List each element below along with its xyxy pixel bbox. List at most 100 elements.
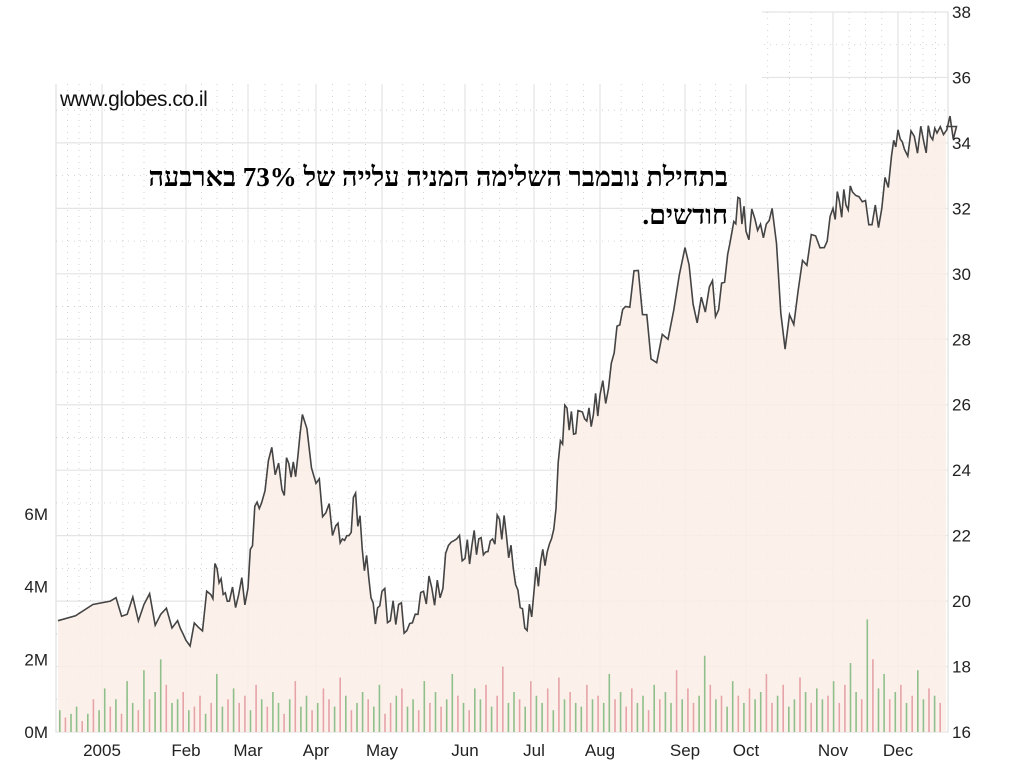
volume-bar (737, 695, 740, 732)
y-volume-tick-label: 4M (24, 578, 48, 597)
volume-bar (692, 702, 695, 732)
volume-bar (754, 699, 756, 732)
y-price-tick-label: 24 (952, 461, 971, 480)
volume-bar (210, 702, 212, 732)
volume-bar (709, 684, 712, 732)
volume-bar (726, 706, 728, 732)
volume-bar (569, 692, 571, 732)
volume-bar (530, 681, 532, 732)
volume-bar (137, 710, 140, 732)
chart-annotation: בתחילת נובמבר השלימה המניה עלייה של 73% … (148, 162, 728, 230)
volume-bar (176, 699, 179, 732)
volume-bar (272, 692, 274, 732)
volume-bar (675, 670, 678, 732)
volume-bar (216, 673, 218, 732)
volume-bar (933, 695, 936, 732)
volume-bar (659, 699, 661, 732)
volume-bar (131, 702, 134, 732)
volume-bar (664, 692, 667, 732)
x-tick-label: 2005 (83, 741, 121, 760)
volume-bar (333, 706, 336, 732)
volume-bar (98, 710, 100, 732)
volume-bar (440, 706, 442, 732)
volume-bar (361, 692, 364, 732)
volume-bar (339, 677, 341, 732)
volume-bar (827, 695, 829, 732)
chart-axes: 16 18 20 22 24 26 28 30 32 34 36 38 0M 2M 4M 6M 2005 Feb M… (24, 3, 971, 760)
source-watermark: www.globes.co.il (60, 88, 208, 111)
volume-bar (866, 619, 869, 732)
volume-bar (406, 706, 409, 732)
y-price-tick-label: 30 (952, 265, 971, 284)
blank-header-panel (52, 0, 762, 84)
volume-bar (905, 702, 908, 732)
volume-bar (614, 699, 616, 732)
volume-bar (474, 688, 476, 732)
volume-bar (776, 695, 779, 732)
y-price-tick-label: 22 (952, 527, 971, 546)
volume-bar (838, 702, 841, 732)
volume-bar (305, 695, 308, 732)
x-tick-label: Dec (883, 741, 914, 760)
volume-bar (720, 695, 723, 732)
volume-bar (148, 699, 151, 732)
volume-bar (423, 681, 426, 732)
x-tick-label: May (366, 741, 399, 760)
price-line (57, 115, 958, 648)
volume-bar (356, 702, 358, 732)
volume-bar (524, 706, 526, 732)
x-tick-label: Mar (233, 741, 263, 760)
volume-bar (373, 706, 375, 732)
volume-bar (507, 702, 510, 732)
volume-bar (316, 702, 319, 732)
volume-bar (311, 710, 313, 732)
volume-bar (159, 659, 162, 732)
volume-bar (171, 702, 173, 732)
volume-bar (92, 699, 95, 732)
volume-bar (328, 699, 330, 732)
volume-bar (232, 688, 235, 732)
volume-bar (670, 702, 672, 732)
volume-bar (70, 713, 72, 732)
volume-bar (367, 699, 369, 732)
volume-bar (602, 702, 605, 732)
volume-bar (445, 699, 448, 732)
y-price-tick-label: 38 (952, 3, 971, 22)
volume-bar (513, 692, 515, 732)
volume-bar (877, 688, 880, 732)
volume-bar (894, 692, 897, 732)
volume-bar (855, 692, 857, 732)
volume-bar (401, 688, 403, 732)
volume-bar (872, 659, 874, 732)
volume-bar (64, 717, 67, 732)
volume-bar (417, 710, 420, 732)
volume-bar (244, 695, 246, 732)
volume-bar (412, 699, 414, 732)
volume-bar (541, 702, 543, 732)
volume-bar (586, 684, 588, 732)
volume-bar (888, 699, 891, 732)
volume-bar (715, 699, 717, 732)
volume-bar (389, 702, 392, 732)
x-tick-label: Apr (303, 741, 330, 760)
volume-bar (103, 688, 106, 732)
volume-bar (277, 702, 280, 732)
x-tick-label: Oct (733, 741, 760, 760)
volume-bar (788, 706, 790, 732)
y-price-tick-label: 28 (952, 330, 971, 349)
volume-bar (518, 699, 521, 732)
volume-bar (115, 699, 117, 732)
y-price-tick-label: 16 (952, 723, 971, 742)
volume-bar (631, 688, 633, 732)
x-tick-label: Aug (585, 741, 615, 760)
y-volume-tick-label: 2M (24, 650, 48, 669)
x-tick-label: Sep (670, 741, 700, 760)
y-price-tick-label: 20 (952, 592, 971, 611)
volume-bar (849, 663, 852, 732)
volume-bar (462, 702, 465, 732)
volume-bar (479, 699, 482, 732)
y-volume-tick-label: 0M (24, 723, 48, 742)
volume-bar (120, 713, 123, 732)
volume-bar (260, 699, 263, 732)
